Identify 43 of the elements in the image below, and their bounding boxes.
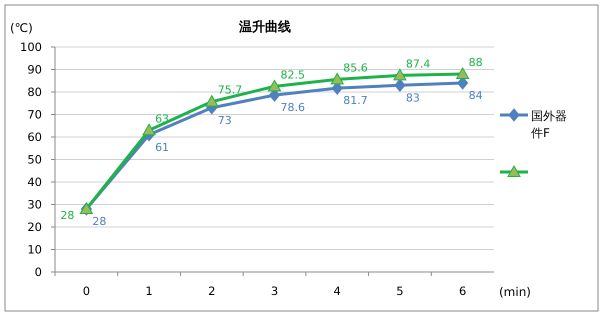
data-label: 75.7 xyxy=(218,84,242,97)
point xyxy=(330,72,344,84)
y-tick-label: 100 xyxy=(20,40,42,54)
x-tick-label: 1 xyxy=(145,284,153,298)
y-tick-label: 20 xyxy=(27,220,42,234)
data-label: 78.6 xyxy=(280,101,305,114)
y-tick-label: 50 xyxy=(27,152,42,166)
y-tick-label: 70 xyxy=(27,108,42,122)
y-tick-label: 90 xyxy=(27,62,42,76)
y-tick-label: 60 xyxy=(27,130,42,144)
point xyxy=(268,80,281,92)
data-label: 73 xyxy=(218,114,232,127)
y-tick-label: 0 xyxy=(34,265,42,279)
chart-title: 温升曲线 xyxy=(238,19,291,35)
x-tick-label: 2 xyxy=(208,284,216,298)
point xyxy=(205,95,218,107)
y-tick-label: 10 xyxy=(27,242,42,256)
x-tick-label: 3 xyxy=(270,284,278,298)
x-tick-label: 4 xyxy=(334,284,341,298)
data-label: 83 xyxy=(406,91,420,104)
y-tick-label: 80 xyxy=(27,85,42,99)
data-label: 82.5 xyxy=(280,68,305,82)
point xyxy=(456,68,470,79)
data-label: 28 xyxy=(60,209,74,222)
data-label: 61 xyxy=(155,140,170,154)
x-tick-label: 5 xyxy=(396,284,404,298)
legend: 国外器件F xyxy=(500,108,567,177)
point xyxy=(393,68,406,80)
x-tick-label: 0 xyxy=(82,284,90,298)
point xyxy=(142,124,156,136)
y-tick-label: 40 xyxy=(27,175,42,189)
y-tick-label: 30 xyxy=(27,198,42,212)
data-label: 84 xyxy=(468,89,483,102)
data-label: 28 xyxy=(92,215,106,228)
x-tick-label: 6 xyxy=(458,284,466,298)
data-label: 87.4 xyxy=(406,57,430,70)
data-label: 88 xyxy=(468,56,483,69)
x-axis-title: (min) xyxy=(499,285,531,299)
data-label: 85.6 xyxy=(343,61,368,74)
legend-label: 国外器件F xyxy=(531,109,567,140)
point xyxy=(394,78,406,92)
y-axis-title: (℃) xyxy=(10,21,33,35)
data-label: 81.7 xyxy=(343,94,368,108)
